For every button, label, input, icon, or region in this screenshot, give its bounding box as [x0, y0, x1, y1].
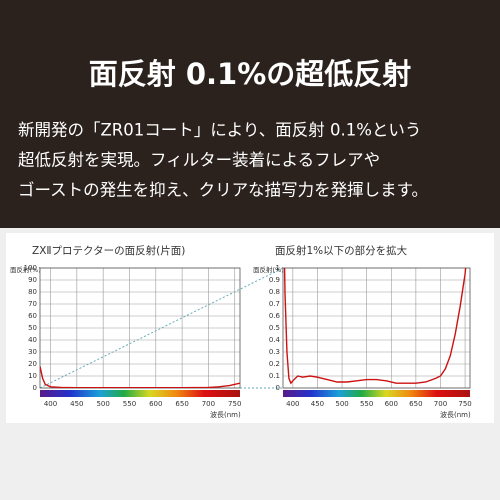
y-tick-label: 50	[28, 324, 37, 332]
y-tick-label: 40	[28, 336, 37, 344]
x-tick-label: 600	[149, 400, 162, 408]
y-tick-label: 60	[28, 312, 37, 320]
x-tick-label: 500	[335, 400, 348, 408]
y-tick-label: 100	[24, 264, 37, 272]
y-tick-label: 0.8	[269, 288, 280, 296]
data-line	[283, 268, 467, 385]
title: 面反射 0.1%の超低反射	[89, 57, 412, 91]
x-axis-label: 波長(nm)	[440, 410, 471, 419]
x-tick-label: 700	[202, 400, 215, 408]
y-tick-label: 1	[276, 264, 280, 272]
y-tick-label: 70	[28, 300, 37, 308]
x-tick-label: 750	[458, 400, 471, 408]
y-tick-label: 0.6	[269, 312, 281, 320]
y-tick-label: 0	[33, 384, 37, 392]
y-tick-label: 0.9	[269, 276, 280, 284]
spectrum-bar	[40, 390, 240, 397]
y-tick-label: 0.2	[269, 360, 280, 368]
connector	[39, 267, 284, 389]
y-tick-label: 0.4	[269, 336, 281, 344]
y-tick-label: 0.3	[269, 348, 280, 356]
y-tick-label: 0.5	[269, 324, 280, 332]
x-tick-label: 700	[434, 400, 447, 408]
x-tick-label: 650	[175, 400, 188, 408]
x-tick-label: 400	[286, 400, 299, 408]
x-tick-label: 450	[311, 400, 324, 408]
y-tick-label: 0	[276, 384, 280, 392]
data-line	[40, 366, 240, 388]
header-bg	[0, 0, 500, 228]
body-line: 超低反射を実現。フィルター装着によるフレアや	[18, 151, 380, 170]
y-axis-label: 面反射(%)	[253, 265, 284, 274]
chart-title: ZXⅡプロテクターの面反射(片面)	[32, 244, 185, 257]
y-tick-label: 90	[28, 276, 37, 284]
y-axis-label: 面反射(%)	[10, 265, 41, 274]
body-line: ゴーストの発生を抑え、クリアな描写力を発揮します。	[18, 180, 428, 200]
y-tick-label: 10	[28, 372, 37, 380]
x-tick-label: 550	[360, 400, 373, 408]
y-tick-label: 0.1	[269, 372, 280, 380]
y-tick-label: 80	[28, 288, 37, 296]
x-tick-label: 750	[228, 400, 241, 408]
chart-title: 面反射1%以下の部分を拡大	[275, 244, 408, 257]
x-tick-label: 450	[70, 400, 83, 408]
x-tick-label: 500	[96, 400, 109, 408]
x-tick-label: 550	[123, 400, 136, 408]
x-tick-label: 600	[385, 400, 398, 408]
x-tick-label: 650	[409, 400, 422, 408]
x-axis-label: 波長(nm)	[210, 410, 241, 419]
y-tick-label: 0.7	[269, 300, 280, 308]
y-tick-label: 20	[28, 360, 37, 368]
body-line: 新開発の「ZR01コート」により、面反射 0.1%という	[18, 121, 421, 140]
x-tick-label: 400	[44, 400, 57, 408]
plot-frame	[282, 267, 471, 389]
y-tick-label: 30	[28, 348, 37, 356]
spectrum-bar	[283, 390, 470, 397]
